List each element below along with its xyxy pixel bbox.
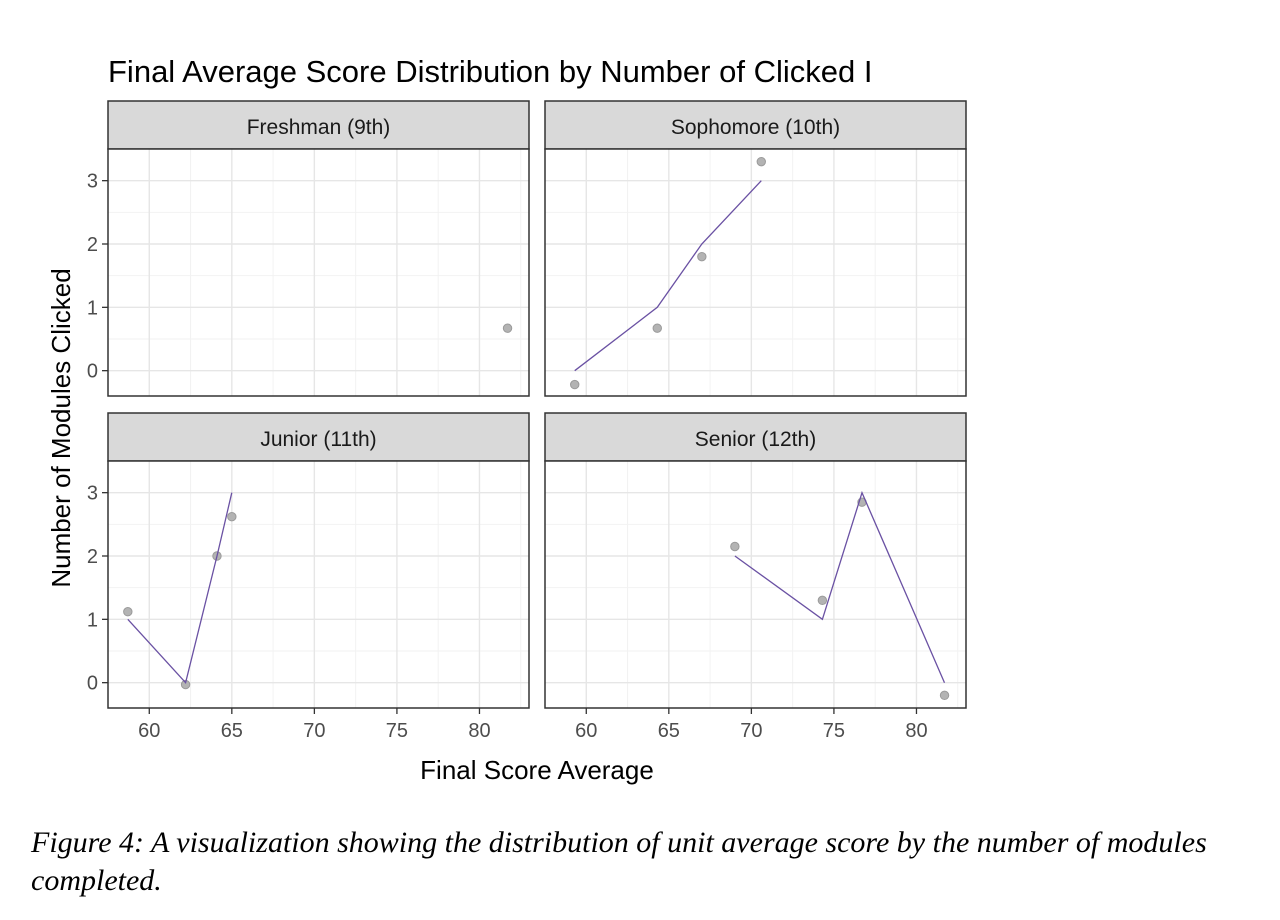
data-point [227,512,237,522]
plot-background [545,461,966,708]
facet-panel-1: Freshman (9th) 0 1 2 3 [87,100,530,397]
panel-border [107,460,530,709]
x-tick-label: 65 [221,720,243,742]
y-axis-title: Number of Modules Clicked [46,268,76,587]
faceted-scatter-chart: Final Average Score Distribution by Numb… [46,54,967,785]
series-line [127,492,233,685]
y-tick-label: 0 [87,361,98,383]
data-point [697,251,707,262]
facet-panels: Freshman (9th) 0 1 2 3 Sophomore (10th) Junior… [87,100,967,742]
x-tick-label: 60 [138,720,160,742]
facet-strip-label: Senior (12th) [695,428,816,451]
facet-strip [544,100,967,150]
data-point [652,323,662,333]
data-point [123,607,133,617]
plot-background [108,149,529,396]
facet-panel-4: Senior (12th) 60 65 70 75 80 [544,412,967,742]
data-point [817,595,828,606]
chart-title: Final Average Score Distribution by Numb… [108,54,872,89]
y-tick-label: 2 [87,546,98,568]
data-point [570,379,580,390]
facet-strip-label: Freshman (9th) [247,116,391,139]
x-tick-label: 75 [386,720,408,742]
plot-background [108,461,529,708]
y-tick-label: 2 [87,234,98,256]
x-tick-label: 65 [658,720,680,742]
series-line [574,180,762,372]
y-tick-label: 1 [87,609,98,631]
facet-strip-label: Sophomore (10th) [671,116,840,139]
y-tick-label: 1 [87,297,98,319]
facet-panel-2: Sophomore (10th) [544,100,967,397]
data-point [756,156,766,167]
figure-caption: Figure 4: A visualization showing the di… [31,826,1207,897]
x-tick-label: 75 [823,720,845,742]
y-tick-label: 3 [87,483,98,505]
data-point [939,690,950,701]
panel-border [107,148,530,397]
panel-border [544,148,967,397]
data-point [730,541,740,552]
series-line [734,490,946,683]
plot-background [545,149,966,396]
panel-border [544,460,967,709]
facet-strip [107,100,530,150]
y-tick-label: 0 [87,673,98,695]
x-axis-title: Final Score Average [420,755,654,785]
facet-strip [107,412,530,462]
facet-strip-label: Junior (11th) [260,428,376,451]
x-tick-label: 80 [905,720,927,742]
x-tick-label: 70 [740,720,762,742]
y-tick-label: 3 [87,171,98,193]
x-tick-label: 70 [303,720,325,742]
x-tick-label: 80 [468,720,490,742]
x-tick-label: 60 [575,720,597,742]
data-point [502,323,513,333]
facet-panel-3: Junior (11th) 0 1 2 3 60 65 70 75 80 [87,412,530,742]
